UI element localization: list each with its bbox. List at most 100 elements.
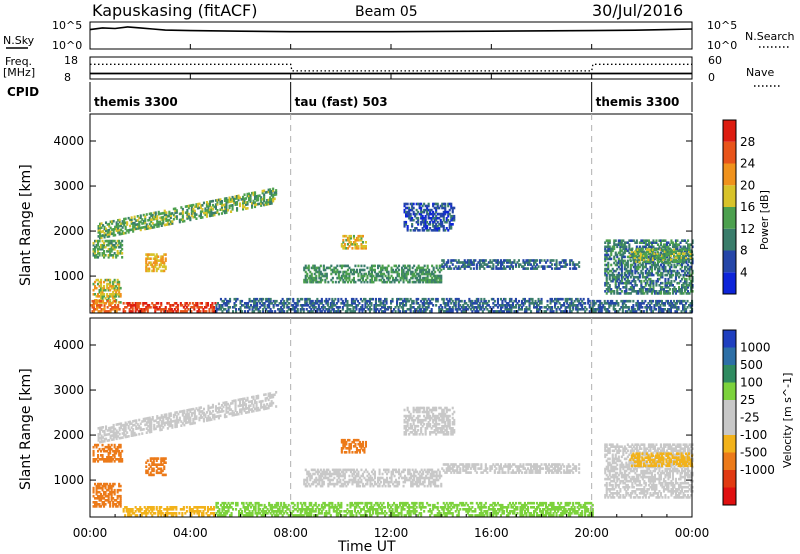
power-cell xyxy=(623,255,626,259)
power-cell xyxy=(92,293,95,296)
power-cell xyxy=(505,304,508,307)
power-cell xyxy=(260,297,263,301)
power-cell xyxy=(132,228,135,231)
power-cell xyxy=(555,261,558,264)
power-cell xyxy=(304,299,307,303)
power-cell xyxy=(139,214,142,217)
power-cell xyxy=(223,205,226,209)
velocity-cell xyxy=(184,419,187,422)
power-cell xyxy=(226,310,229,313)
power-cell xyxy=(152,267,155,271)
velocity-cell xyxy=(177,418,180,422)
power-cell xyxy=(531,265,534,268)
power-cell xyxy=(432,268,435,272)
power-cell xyxy=(423,276,426,280)
power-cell xyxy=(127,229,130,232)
power-cell xyxy=(160,255,163,258)
power-cell xyxy=(531,259,534,262)
power-cell xyxy=(689,254,692,258)
power-cell xyxy=(632,304,635,307)
velocity-cell xyxy=(196,408,199,412)
power-cell xyxy=(567,297,570,301)
power-cell xyxy=(248,299,251,303)
power-cell xyxy=(128,304,131,307)
power-cell xyxy=(205,209,208,212)
power-cell xyxy=(457,306,460,309)
power-cell xyxy=(374,304,377,307)
power-cell xyxy=(92,247,95,251)
power-cell xyxy=(432,210,435,214)
velocity-cell xyxy=(251,408,254,411)
power-cell xyxy=(103,243,106,247)
power-cell xyxy=(118,224,121,228)
power-cell xyxy=(352,241,355,244)
power-cell xyxy=(690,284,693,287)
power-cell xyxy=(307,266,310,270)
power-cell xyxy=(656,269,659,273)
power-cell xyxy=(630,308,633,311)
power-cell xyxy=(620,265,623,269)
power-colorbar-swatch xyxy=(723,250,736,273)
power-cell xyxy=(418,206,421,210)
power-cell xyxy=(142,219,145,223)
power-cell xyxy=(406,210,409,214)
power-cell xyxy=(484,306,487,309)
power-cell xyxy=(614,243,617,246)
power-cell xyxy=(505,310,508,313)
power-cell xyxy=(166,215,169,218)
power-cell xyxy=(378,310,381,313)
power-cell xyxy=(572,267,575,270)
power-cell xyxy=(382,310,385,313)
power-cell xyxy=(628,292,631,295)
velocity-cell xyxy=(234,401,237,404)
power-cell xyxy=(165,211,168,214)
power-cell xyxy=(510,297,513,301)
power-cell xyxy=(635,245,638,249)
power-cell xyxy=(435,278,438,282)
power-cell xyxy=(508,299,511,303)
power-cell xyxy=(411,206,414,210)
power-cell xyxy=(151,269,154,273)
power-cell xyxy=(439,212,442,216)
power-cell xyxy=(343,274,346,278)
power-cell xyxy=(533,306,536,309)
velocity-cell xyxy=(115,431,118,434)
velocity-cell xyxy=(160,420,163,423)
power-cell xyxy=(178,218,181,222)
power-cell xyxy=(623,286,626,289)
power-cell xyxy=(615,299,618,303)
power-cell xyxy=(549,308,552,311)
power-cell xyxy=(405,274,408,278)
power-cell xyxy=(680,252,683,255)
power-cell xyxy=(433,229,436,232)
power-cell xyxy=(435,266,438,270)
velocity-cell xyxy=(269,396,272,399)
power-cell xyxy=(155,253,158,256)
power-cell xyxy=(673,245,676,249)
power-cell xyxy=(546,304,549,307)
power-cell xyxy=(112,286,115,290)
velocity-cell xyxy=(154,457,157,460)
power-cell xyxy=(95,243,98,247)
power-cell xyxy=(97,231,100,234)
power-cell xyxy=(349,310,352,313)
velocity-cell xyxy=(119,454,122,457)
power-cell xyxy=(672,299,675,303)
velocity-cell xyxy=(252,409,255,413)
power-cell xyxy=(113,243,116,247)
power-cell xyxy=(657,260,660,264)
power-cell xyxy=(552,299,555,303)
power-cell xyxy=(572,306,575,309)
power-cell xyxy=(220,206,223,209)
velocity-cell xyxy=(208,410,211,414)
power-cell xyxy=(223,197,226,200)
power-cell xyxy=(146,308,149,311)
power-cell xyxy=(136,215,139,218)
power-cell xyxy=(405,266,408,270)
power-cell xyxy=(668,252,671,255)
power-cell xyxy=(118,284,121,288)
power-cell xyxy=(402,276,405,280)
power-cell xyxy=(315,268,318,272)
power-cell xyxy=(325,299,328,303)
power-cell xyxy=(534,259,537,262)
